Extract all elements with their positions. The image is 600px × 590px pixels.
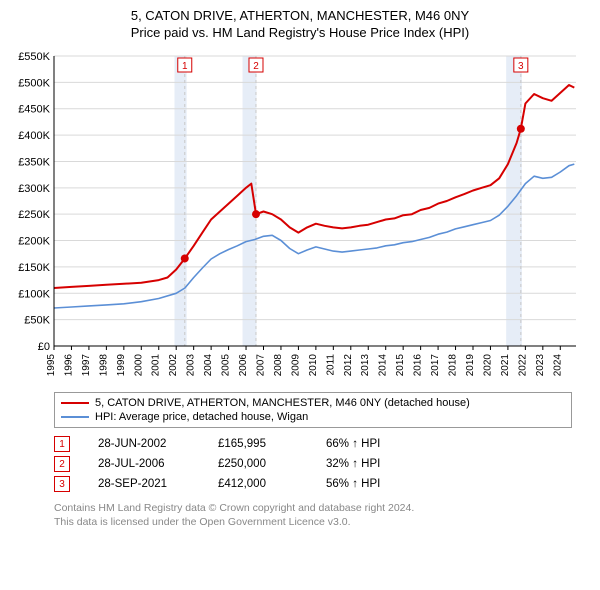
svg-text:£50K: £50K [24,315,50,327]
transaction-marker-1: 1 [54,436,70,452]
svg-text:2009: 2009 [290,354,301,377]
svg-text:£400K: £400K [18,130,50,142]
svg-text:1995: 1995 [46,354,57,377]
svg-text:2012: 2012 [343,354,354,377]
svg-text:2021: 2021 [500,354,511,377]
transaction-date: 28-SEP-2021 [98,478,190,490]
legend-label-hpi: HPI: Average price, detached house, Wiga… [95,411,308,423]
svg-text:2024: 2024 [552,354,563,377]
footer-line2: This data is licensed under the Open Gov… [54,516,572,530]
svg-text:2004: 2004 [203,354,214,377]
svg-text:2017: 2017 [430,354,441,377]
svg-text:2007: 2007 [255,354,266,377]
svg-text:2016: 2016 [413,354,424,377]
transaction-row: 2 28-JUL-2006 £250,000 32% ↑ HPI [54,454,572,474]
chart-area: £0 £50K £100K £150K £200K £250K £300K £350K £400… [8,46,592,388]
legend-swatch-property [61,402,89,404]
svg-text:£500K: £500K [18,77,50,89]
title-line1: 5, CATON DRIVE, ATHERTON, MANCHESTER, M4… [8,8,592,23]
footer: Contains HM Land Registry data © Crown c… [54,502,572,529]
svg-text:£100K: £100K [18,288,50,300]
price-chart: £0 £50K £100K £150K £200K £250K £300K £350K £400… [8,46,592,388]
svg-text:1997: 1997 [81,354,92,377]
svg-text:£200K: £200K [18,236,50,248]
svg-text:2: 2 [253,61,259,72]
svg-text:£350K: £350K [18,156,50,168]
chart-titles: 5, CATON DRIVE, ATHERTON, MANCHESTER, M4… [8,8,592,40]
svg-text:2002: 2002 [168,354,179,377]
svg-text:2020: 2020 [482,354,493,377]
transaction-price: £250,000 [218,458,298,470]
svg-text:2022: 2022 [517,354,528,377]
svg-text:2013: 2013 [360,354,371,377]
svg-text:2005: 2005 [221,354,232,377]
title-line2: Price paid vs. HM Land Registry's House … [8,25,592,40]
svg-text:£450K: £450K [18,104,50,116]
svg-text:2000: 2000 [133,354,144,377]
svg-text:2008: 2008 [273,354,284,377]
footer-line1: Contains HM Land Registry data © Crown c… [54,502,572,516]
svg-text:2001: 2001 [151,354,162,377]
transaction-pct: 56% ↑ HPI [326,478,380,490]
transaction-pct: 66% ↑ HPI [326,438,380,450]
transaction-marker-3: 3 [54,476,70,492]
transaction-row: 3 28-SEP-2021 £412,000 56% ↑ HPI [54,474,572,494]
svg-text:£250K: £250K [18,209,50,221]
svg-text:2015: 2015 [395,354,406,377]
transaction-date: 28-JUL-2006 [98,458,190,470]
transaction-price: £412,000 [218,478,298,490]
svg-text:1: 1 [182,61,188,72]
transaction-price: £165,995 [218,438,298,450]
legend-row-hpi: HPI: Average price, detached house, Wiga… [61,410,565,424]
svg-text:2010: 2010 [308,354,319,377]
transactions-table: 1 28-JUN-2002 £165,995 66% ↑ HPI 2 28-JU… [54,434,572,494]
svg-text:2019: 2019 [465,354,476,377]
svg-text:2011: 2011 [325,354,336,376]
svg-text:2006: 2006 [238,354,249,377]
svg-text:2023: 2023 [535,354,546,377]
legend: 5, CATON DRIVE, ATHERTON, MANCHESTER, M4… [54,392,572,428]
svg-text:£0: £0 [38,341,50,353]
svg-text:£300K: £300K [18,183,50,195]
transaction-date: 28-JUN-2002 [98,438,190,450]
legend-label-property: 5, CATON DRIVE, ATHERTON, MANCHESTER, M4… [95,397,470,409]
svg-text:£150K: £150K [18,262,50,274]
svg-text:1999: 1999 [116,354,127,377]
svg-text:2014: 2014 [378,354,389,377]
transaction-pct: 32% ↑ HPI [326,458,380,470]
svg-text:3: 3 [518,61,524,72]
legend-row-property: 5, CATON DRIVE, ATHERTON, MANCHESTER, M4… [61,396,565,410]
svg-text:2018: 2018 [448,354,459,377]
svg-text:2003: 2003 [186,354,197,377]
legend-swatch-hpi [61,416,89,418]
svg-text:1996: 1996 [63,354,74,377]
transaction-row: 1 28-JUN-2002 £165,995 66% ↑ HPI [54,434,572,454]
svg-text:£550K: £550K [18,51,50,63]
svg-text:1998: 1998 [98,354,109,377]
transaction-marker-2: 2 [54,456,70,472]
